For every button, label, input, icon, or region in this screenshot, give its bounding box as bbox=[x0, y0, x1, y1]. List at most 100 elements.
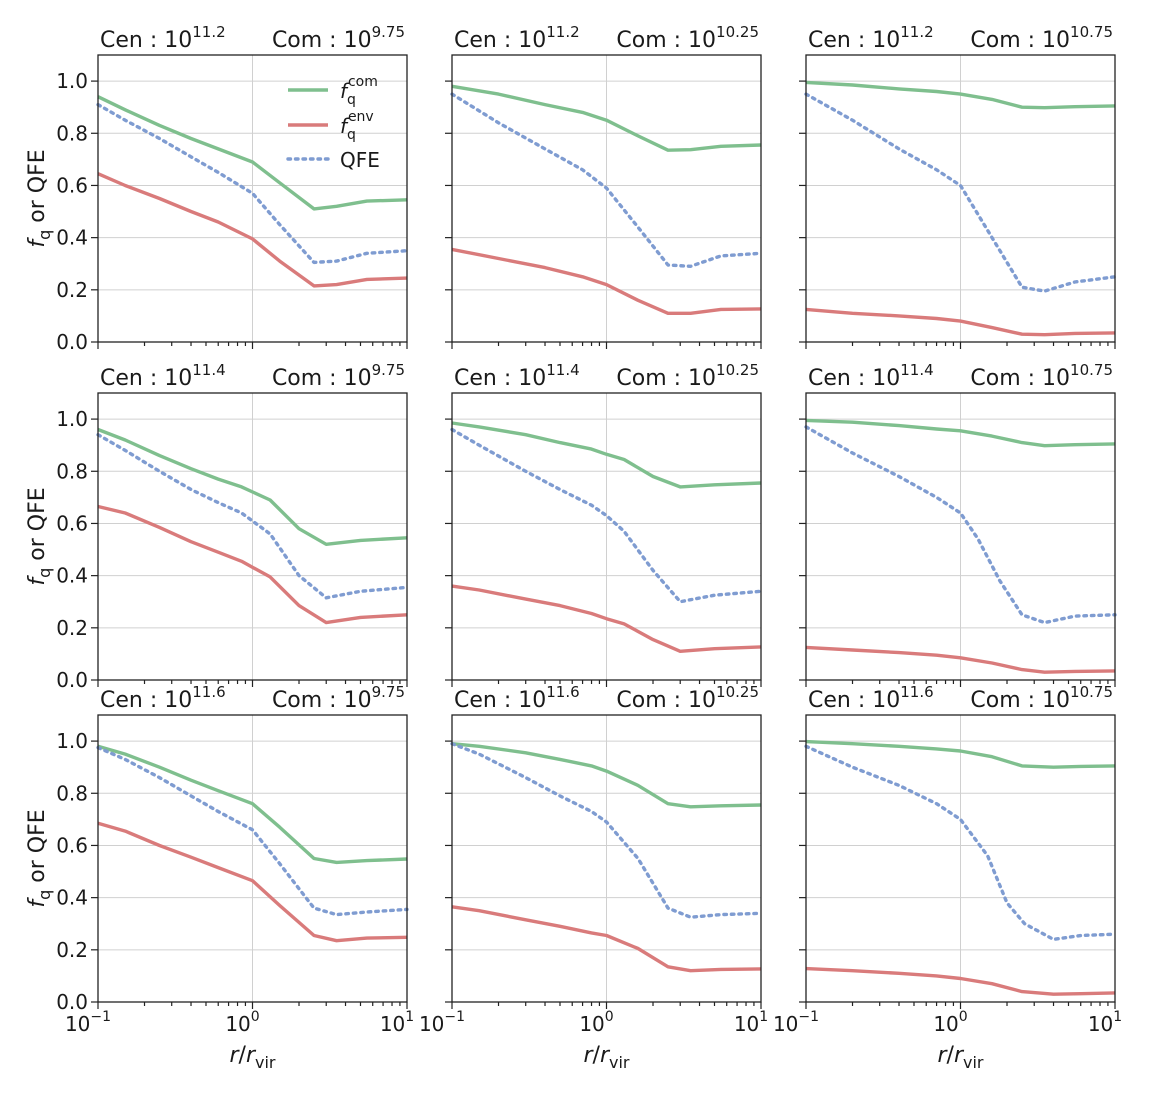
series-line-qfe bbox=[96, 433, 409, 600]
panel-title-cen: Cen : 1011.6 bbox=[100, 683, 226, 713]
panel-3: Cen : 1011.2 Com : 1010.75 bbox=[799, 23, 1117, 349]
x-axis-label: r/rvir bbox=[583, 1043, 629, 1072]
panel-title-cen: Cen : 1011.4 bbox=[808, 361, 934, 391]
panel-title-com: Com : 1010.75 bbox=[970, 683, 1113, 713]
panel-title-com: Com : 109.75 bbox=[272, 683, 405, 713]
y-tick-label: 0.8 bbox=[56, 781, 88, 805]
series-line-fenv bbox=[451, 584, 762, 653]
panel-4: Cen : 1011.4 Com : 109.75 0.0 0.2 0.4 0.6 0.8 1… bbox=[25, 361, 409, 692]
y-tick-label: 0.6 bbox=[56, 511, 88, 535]
y-tick-label: 0.8 bbox=[56, 459, 88, 483]
series-line-fenv bbox=[805, 966, 1116, 996]
y-tick-label: 1.0 bbox=[56, 69, 88, 93]
panel-title-cen: Cen : 1011.2 bbox=[808, 23, 934, 53]
plot-frame bbox=[805, 714, 1116, 1003]
panel-title-com: Com : 109.75 bbox=[272, 23, 405, 53]
panel-title-com: Com : 1010.75 bbox=[970, 361, 1113, 391]
y-tick-label: 0.0 bbox=[56, 990, 88, 1014]
y-tick-label: 1.0 bbox=[56, 729, 88, 753]
x-axis-label: r/rvir bbox=[937, 1043, 983, 1072]
panel-5: Cen : 1011.4 Com : 1010.25 bbox=[445, 361, 763, 687]
series-line-fcom bbox=[805, 418, 1116, 448]
legend-label-qfe: QFE bbox=[340, 148, 380, 172]
panel-title-cen: Cen : 1011.4 bbox=[100, 361, 226, 391]
legend-label-fcom: fqcom bbox=[340, 74, 378, 108]
series-line-fcom bbox=[97, 427, 408, 546]
y-tick-label: 0.2 bbox=[56, 616, 88, 640]
panel-2: Cen : 1011.2 Com : 1010.25 bbox=[445, 23, 763, 349]
panel-1: Cen : 1011.2 Com : 109.75 0.0 0.2 0.4 0.6 0.8 1… bbox=[25, 23, 409, 354]
y-axis-label: fq or QFE bbox=[25, 809, 54, 907]
y-axis-label: fq or QFE bbox=[25, 487, 54, 585]
x-tick-label: 100 bbox=[225, 1009, 259, 1036]
plot-frame bbox=[97, 392, 408, 681]
series-line-fenv bbox=[451, 905, 762, 973]
series-line-fcom bbox=[97, 95, 408, 211]
panel-title-com: Com : 109.75 bbox=[272, 361, 405, 391]
panel-title-cen: Cen : 1011.2 bbox=[454, 23, 580, 53]
plot-frame bbox=[97, 714, 408, 1003]
series-line-fenv bbox=[805, 307, 1116, 337]
panel-title-cen: Cen : 1011.6 bbox=[454, 683, 580, 713]
series-line-qfe bbox=[450, 92, 763, 268]
y-tick-label: 0.0 bbox=[56, 668, 88, 692]
series-line-fcom bbox=[451, 742, 762, 809]
plot-frame bbox=[805, 392, 1116, 681]
series-line-fenv bbox=[97, 504, 408, 625]
plot-frame bbox=[805, 54, 1116, 343]
x-axis-label: r/rvir bbox=[229, 1043, 275, 1072]
series-line-qfe bbox=[450, 742, 763, 919]
x-tick-label: 10−1 bbox=[419, 1009, 465, 1036]
x-tick-label: 10−1 bbox=[65, 1009, 111, 1036]
series-line-fcom bbox=[805, 739, 1116, 769]
plot-frame bbox=[451, 54, 762, 343]
panel-8: Cen : 1011.6 Com : 1010.25 10−1 100 101 r/rvi… bbox=[419, 683, 768, 1072]
x-tick-label: 101 bbox=[1088, 1009, 1122, 1036]
y-axis-label: fq or QFE bbox=[25, 149, 54, 247]
series-line-fcom bbox=[451, 84, 762, 152]
panel-title-com: Com : 1010.25 bbox=[616, 23, 759, 53]
y-tick-label: 1.0 bbox=[56, 407, 88, 431]
x-tick-label: 101 bbox=[380, 1009, 414, 1036]
panel-title-com: Com : 1010.75 bbox=[970, 23, 1113, 53]
series-line-qfe bbox=[96, 745, 409, 917]
panel-6: Cen : 1011.4 Com : 1010.75 bbox=[799, 361, 1117, 687]
y-tick-label: 0.8 bbox=[56, 121, 88, 145]
panel-title-cen: Cen : 1011.4 bbox=[454, 361, 580, 391]
y-tick-label: 0.2 bbox=[56, 938, 88, 962]
panel-title-cen: Cen : 1011.2 bbox=[100, 23, 226, 53]
series-line-qfe bbox=[450, 427, 763, 604]
series-line-fenv bbox=[451, 247, 762, 315]
y-tick-label: 0.6 bbox=[56, 833, 88, 857]
series-line-qfe bbox=[96, 102, 409, 265]
panel-title-com: Com : 1010.25 bbox=[616, 683, 759, 713]
plot-frame bbox=[451, 392, 762, 681]
y-tick-label: 0.4 bbox=[56, 886, 88, 910]
x-tick-label: 101 bbox=[734, 1009, 768, 1036]
y-tick-label: 0.4 bbox=[56, 226, 88, 250]
x-tick-label: 100 bbox=[579, 1009, 613, 1036]
series-line-fenv bbox=[97, 821, 408, 943]
series-line-fenv bbox=[805, 645, 1116, 674]
legend-label-fenv: fqenv bbox=[340, 109, 374, 143]
series-line-fcom bbox=[97, 744, 408, 865]
panel-title-com: Com : 1010.25 bbox=[616, 361, 759, 391]
y-tick-label: 0.0 bbox=[56, 330, 88, 354]
series-line-qfe bbox=[804, 92, 1117, 293]
y-tick-label: 0.6 bbox=[56, 173, 88, 197]
y-tick-label: 0.2 bbox=[56, 278, 88, 302]
x-tick-label: 100 bbox=[933, 1009, 967, 1036]
plot-frame bbox=[97, 54, 408, 343]
x-tick-label: 10−1 bbox=[773, 1009, 819, 1036]
panel-title-cen: Cen : 1011.6 bbox=[808, 683, 934, 713]
series-line-qfe bbox=[804, 425, 1117, 625]
series-line-fcom bbox=[805, 80, 1116, 110]
panel-7: Cen : 1011.6 Com : 109.75 0.0 0.2 0.4 0.6 0.8 1… bbox=[25, 683, 414, 1072]
series-line-qfe bbox=[804, 744, 1117, 942]
panel-9: Cen : 1011.6 Com : 1010.75 10−1 100 101 r/rvi… bbox=[773, 683, 1122, 1072]
series-line-fcom bbox=[451, 421, 762, 489]
plot-frame bbox=[451, 714, 762, 1003]
y-tick-label: 0.4 bbox=[56, 564, 88, 588]
